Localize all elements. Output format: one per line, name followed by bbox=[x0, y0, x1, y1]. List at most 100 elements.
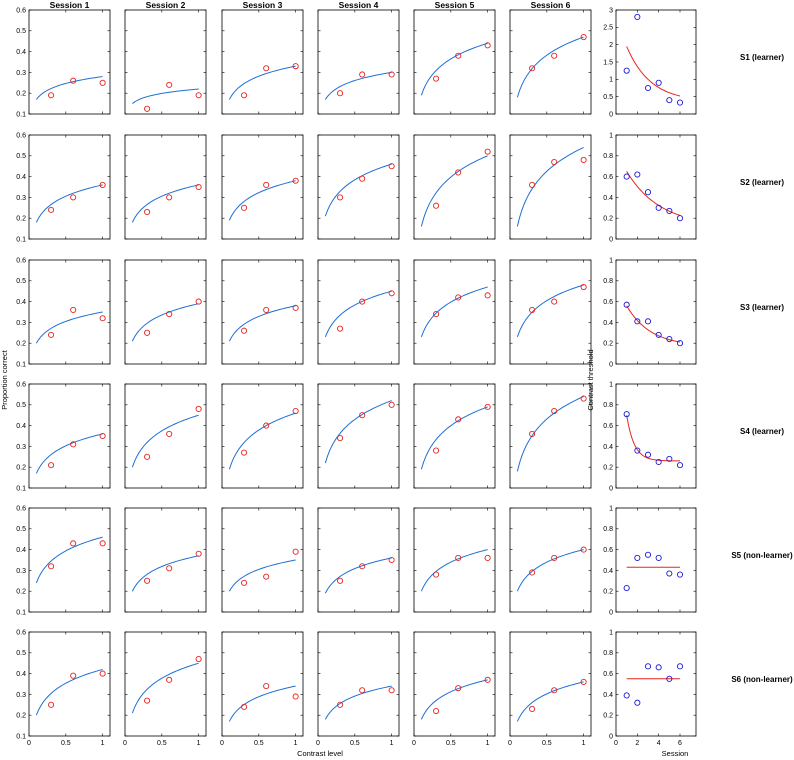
panel-frame bbox=[413, 9, 496, 115]
x-tick-label: 4 bbox=[657, 740, 661, 747]
fit-curve bbox=[420, 679, 488, 720]
data-point bbox=[359, 687, 366, 694]
data-point bbox=[144, 105, 151, 112]
panel-r1-c4 bbox=[317, 9, 400, 115]
data-point bbox=[484, 554, 491, 561]
threshold-point bbox=[634, 699, 641, 706]
x-axis-label-contrast: Contrast level bbox=[297, 749, 343, 758]
panel-r4-c3 bbox=[221, 383, 304, 489]
fit-curve bbox=[228, 412, 296, 470]
panel-frame bbox=[221, 9, 304, 115]
panel-r1-c1: 0.1 0.2 0.3 0.4 0.5 0.6 bbox=[16, 7, 111, 118]
data-point bbox=[70, 540, 77, 547]
data-point bbox=[337, 325, 344, 332]
fit-curve bbox=[35, 536, 103, 584]
data-point bbox=[359, 175, 366, 182]
x-tick-label: 2 bbox=[635, 740, 639, 747]
x-tick-label: 1 bbox=[294, 740, 298, 747]
panel-r3-c4 bbox=[317, 259, 400, 365]
y-tick-label: 0.4 bbox=[16, 671, 26, 678]
panel-r1-c2 bbox=[124, 9, 207, 115]
data-point bbox=[292, 693, 299, 700]
data-point bbox=[263, 306, 270, 313]
row-label-s6: S6 (non-learner) bbox=[731, 675, 793, 684]
x-tick-label: 0 bbox=[316, 740, 320, 747]
y-tick-label: 1 bbox=[609, 132, 613, 139]
y-tick-label: 1 bbox=[609, 257, 613, 264]
column-title-session-4: Session 4 bbox=[339, 0, 379, 10]
fit-curve bbox=[516, 681, 584, 722]
panels: 0.10.20.30.40.50.600.511.522.530.10.20.3… bbox=[16, 7, 697, 747]
data-point bbox=[195, 655, 202, 663]
data-point bbox=[195, 405, 202, 413]
data-point bbox=[551, 158, 558, 166]
panel-frame bbox=[124, 259, 207, 365]
panel-frame bbox=[124, 631, 207, 737]
x-tick-label: 1 bbox=[101, 740, 105, 747]
y-tick-label: 0.5 bbox=[16, 650, 26, 657]
data-point bbox=[580, 395, 587, 402]
panel-frame bbox=[615, 383, 697, 489]
y-tick-label: 0.1 bbox=[16, 485, 26, 492]
threshold-point bbox=[666, 675, 673, 682]
panel-r4-c1: 0.1 0.2 0.3 0.4 0.5 0.6 bbox=[16, 381, 111, 492]
panel-r1-c3 bbox=[221, 9, 304, 115]
data-point bbox=[455, 52, 462, 59]
fit-curve bbox=[324, 400, 392, 464]
data-point bbox=[529, 65, 536, 72]
fit-curve bbox=[131, 184, 199, 223]
x-tick-label: 1 bbox=[486, 740, 490, 747]
data-point bbox=[263, 181, 270, 188]
data-point bbox=[433, 202, 440, 209]
data-point bbox=[551, 687, 558, 694]
data-point bbox=[144, 697, 151, 704]
x-tick-label: 0.5 bbox=[542, 740, 552, 747]
x-tick-label: 0 bbox=[614, 740, 618, 747]
threshold-point bbox=[655, 204, 662, 211]
data-point bbox=[70, 672, 77, 679]
data-point bbox=[70, 306, 77, 313]
data-point bbox=[99, 670, 106, 677]
data-point bbox=[166, 311, 173, 318]
threshold-point bbox=[676, 340, 684, 347]
panel-frame bbox=[124, 507, 207, 613]
data-point bbox=[529, 569, 536, 576]
panel-frame bbox=[509, 259, 592, 365]
threshold-point bbox=[623, 411, 630, 418]
fit-curve bbox=[420, 549, 488, 592]
fit-curve bbox=[228, 559, 296, 592]
threshold-fit-curve bbox=[626, 46, 681, 97]
panel-r4-c5 bbox=[413, 383, 496, 489]
data-point bbox=[48, 462, 55, 469]
fit-curve bbox=[131, 555, 199, 592]
threshold-point bbox=[655, 331, 662, 338]
data-point bbox=[551, 554, 558, 561]
y-tick-label: 0.2 bbox=[603, 216, 613, 223]
panel-r1-c6 bbox=[509, 9, 592, 115]
data-point bbox=[144, 453, 151, 460]
threshold-point bbox=[623, 301, 630, 308]
panel-r4-c4 bbox=[317, 383, 400, 489]
data-point bbox=[70, 441, 77, 448]
x-tick-label: 1 bbox=[197, 740, 201, 747]
panel-frame bbox=[413, 507, 496, 613]
threshold-point bbox=[666, 207, 673, 214]
x-tick-label: 0 bbox=[27, 740, 31, 747]
x-tick-label: 0 bbox=[220, 740, 224, 747]
x-tick-label: 0.5 bbox=[350, 740, 360, 747]
y-tick-label: 0 bbox=[609, 111, 613, 118]
data-point bbox=[241, 204, 248, 211]
threshold-point bbox=[676, 571, 684, 578]
row-label-s1: S1 (learner) bbox=[740, 53, 784, 62]
column-title-session-5: Session 5 bbox=[435, 0, 475, 10]
data-point bbox=[48, 206, 55, 213]
panel-frame bbox=[124, 9, 207, 115]
panel-frame bbox=[413, 134, 496, 240]
y-tick-label: 0.5 bbox=[16, 402, 26, 409]
threshold-point bbox=[655, 79, 662, 86]
panel-frame bbox=[317, 9, 400, 115]
y-tick-label: 0.1 bbox=[16, 111, 26, 118]
y-tick-label: 0.3 bbox=[16, 444, 26, 451]
y-tick-label: 0.8 bbox=[603, 526, 613, 533]
data-point bbox=[388, 290, 395, 297]
